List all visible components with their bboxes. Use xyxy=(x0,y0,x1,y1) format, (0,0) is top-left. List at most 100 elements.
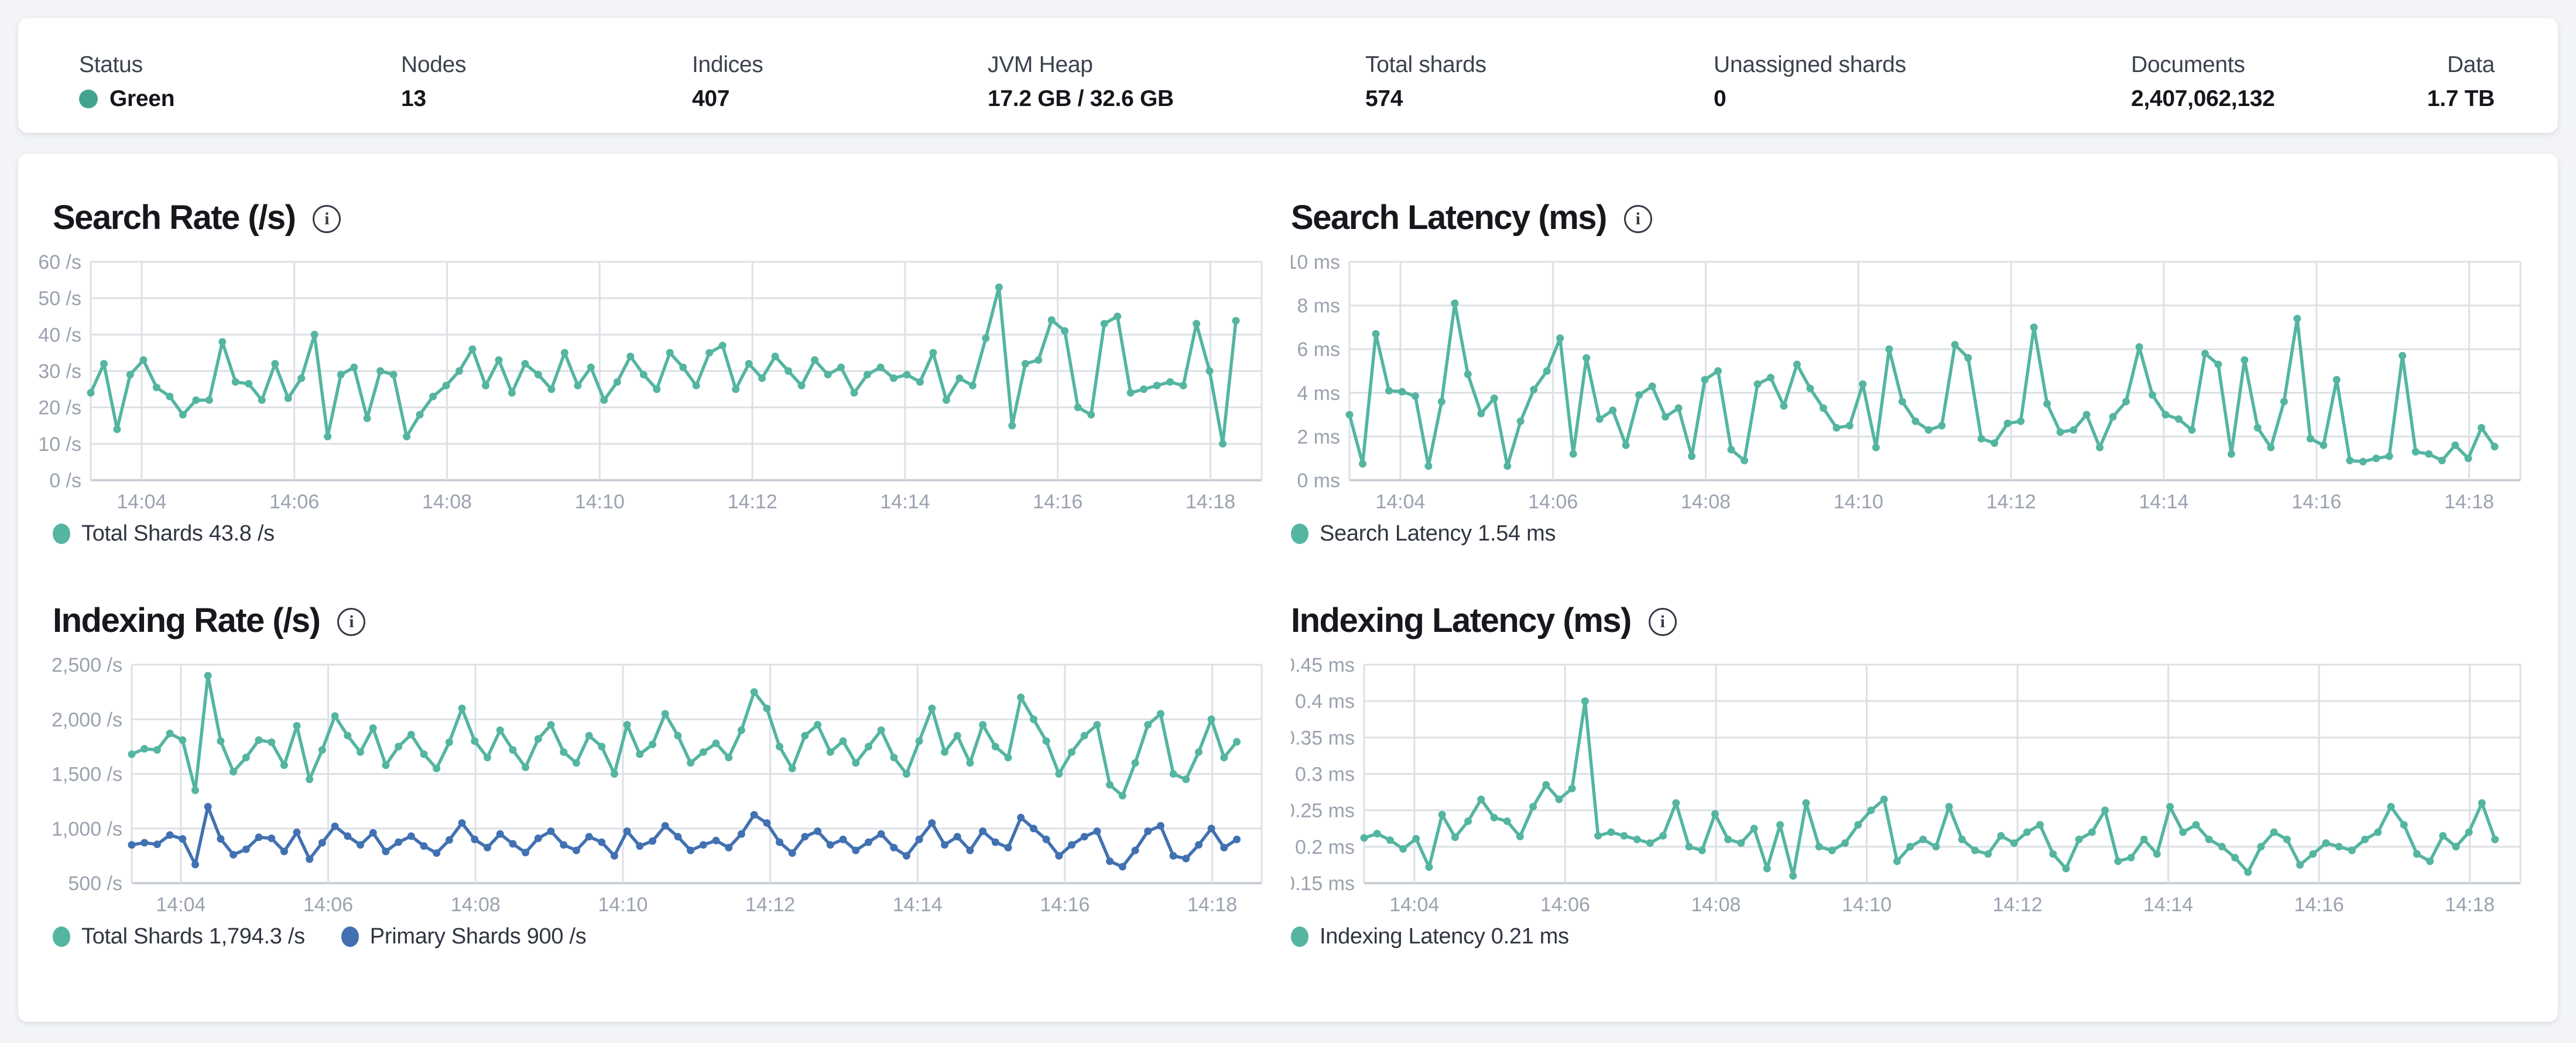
svg-text:14:18: 14:18 xyxy=(2444,491,2494,513)
stat-label: Data xyxy=(2447,52,2495,77)
stat-unassigned-shards: Unassigned shards 0 xyxy=(1714,52,1906,112)
svg-text:14:08: 14:08 xyxy=(1681,491,1731,513)
search-rate-line-chart[interactable]: 0 /s 10 /s 20 /s 30 /s 40 /s 50 /s 60 /s 14:04 1… xyxy=(32,252,1288,521)
svg-text:20 /s: 20 /s xyxy=(38,397,81,419)
svg-text:14:04: 14:04 xyxy=(117,491,166,513)
svg-text:4 ms: 4 ms xyxy=(1297,382,1340,405)
svg-text:14:06: 14:06 xyxy=(1540,894,1590,916)
svg-text:0.4 ms: 0.4 ms xyxy=(1295,690,1355,713)
svg-text:10 /s: 10 /s xyxy=(38,433,81,456)
stat-documents: Documents 2,407,062,132 xyxy=(2131,52,2275,112)
chart-legend: Indexing Latency 0.21 ms xyxy=(1291,924,1569,949)
svg-text:14:08: 14:08 xyxy=(1691,894,1741,916)
info-icon[interactable]: i xyxy=(337,607,366,636)
info-icon[interactable]: i xyxy=(1648,607,1677,636)
svg-text:0.25 ms: 0.25 ms xyxy=(1291,800,1355,822)
chart-search-latency: Search Latency (ms) i 0 ms 2 ms 4 ms 6 ms 8 … xyxy=(1291,199,2547,568)
legend-label: Primary Shards 900 /s xyxy=(369,924,587,949)
legend-label: Indexing Latency 0.21 ms xyxy=(1320,924,1569,949)
stat-label: JVM Heap xyxy=(988,52,1093,77)
svg-text:0.35 ms: 0.35 ms xyxy=(1291,727,1355,749)
info-icon[interactable]: i xyxy=(313,204,341,233)
chart-indexing-rate: Indexing Rate (/s) i 500 /s 1,000 /s 1,500… xyxy=(32,602,1288,971)
svg-text:14:04: 14:04 xyxy=(156,894,205,916)
stat-value: 1.7 TB xyxy=(2427,86,2495,111)
stat-indices: Indices 407 xyxy=(692,52,763,112)
stat-label: Documents xyxy=(2131,52,2245,77)
svg-text:14:16: 14:16 xyxy=(1033,491,1083,513)
svg-text:14:16: 14:16 xyxy=(1040,894,1090,916)
legend-dot-icon xyxy=(341,926,359,947)
stat-value[interactable]: 407 xyxy=(692,86,730,111)
legend-label: Total Shards 43.8 /s xyxy=(81,521,275,546)
svg-text:14:12: 14:12 xyxy=(1992,894,2042,916)
stat-nodes: Nodes 13 xyxy=(401,52,467,112)
svg-text:14:04: 14:04 xyxy=(1375,491,1425,513)
svg-text:0.2 ms: 0.2 ms xyxy=(1295,836,1355,859)
stat-value: 0 xyxy=(1714,86,1727,111)
svg-text:14:06: 14:06 xyxy=(303,894,353,916)
chart-header: Indexing Latency (ms) i xyxy=(1291,602,1677,640)
info-icon[interactable]: i xyxy=(1623,204,1652,233)
stat-value[interactable]: 13 xyxy=(401,86,426,111)
svg-text:14:10: 14:10 xyxy=(575,491,625,513)
svg-text:8 ms: 8 ms xyxy=(1297,295,1340,317)
stat-status: Status Green xyxy=(79,52,175,112)
svg-text:14:08: 14:08 xyxy=(451,894,501,916)
svg-text:14:10: 14:10 xyxy=(1834,491,1883,513)
svg-text:14:14: 14:14 xyxy=(880,491,930,513)
svg-text:14:04: 14:04 xyxy=(1389,894,1439,916)
chart-title: Indexing Rate (/s) xyxy=(53,601,321,640)
indexing-rate-line-chart[interactable]: 500 /s 1,000 /s 1,500 /s 2,000 /s 2,500 /s 14… xyxy=(32,655,1288,924)
svg-text:14:12: 14:12 xyxy=(1986,491,2036,513)
cluster-status-value[interactable]: Green xyxy=(79,86,175,112)
chart-search-rate: Search Rate (/s) i 0 /s 10 /s 20 /s 30 /s 40… xyxy=(32,199,1288,568)
legend-item-primary-shards[interactable]: Primary Shards 900 /s xyxy=(341,924,587,949)
legend-item-total-shards[interactable]: Total Shards 1,794.3 /s xyxy=(53,924,305,949)
chart-legend: Total Shards 1,794.3 /s Primary Shards 9… xyxy=(53,924,587,949)
svg-text:500 /s: 500 /s xyxy=(68,873,122,895)
svg-text:14:06: 14:06 xyxy=(269,491,319,513)
svg-text:0 ms: 0 ms xyxy=(1297,470,1340,492)
svg-text:0.45 ms: 0.45 ms xyxy=(1291,655,1355,676)
stat-label: Total shards xyxy=(1365,52,1486,77)
svg-text:14:14: 14:14 xyxy=(2139,491,2188,513)
svg-text:2 ms: 2 ms xyxy=(1297,426,1340,448)
stat-data: Data 1.7 TB xyxy=(2427,52,2495,112)
svg-text:0.3 ms: 0.3 ms xyxy=(1295,764,1355,786)
chart-legend: Search Latency 1.54 ms xyxy=(1291,521,1556,546)
svg-text:6 ms: 6 ms xyxy=(1297,338,1340,361)
stat-value: 17.2 GB / 32.6 GB xyxy=(988,86,1174,111)
stat-value: 574 xyxy=(1365,86,1403,111)
stat-label: Unassigned shards xyxy=(1714,52,1906,77)
svg-text:14:16: 14:16 xyxy=(2294,894,2344,916)
svg-text:50 /s: 50 /s xyxy=(38,288,81,310)
legend-dot-icon xyxy=(1291,524,1308,544)
svg-text:14:18: 14:18 xyxy=(2445,894,2495,916)
stat-total-shards: Total shards 574 xyxy=(1365,52,1486,112)
svg-text:14:14: 14:14 xyxy=(2143,894,2193,916)
svg-text:40 /s: 40 /s xyxy=(38,324,81,346)
chart-header: Search Latency (ms) i xyxy=(1291,199,1652,237)
stat-label: Status xyxy=(79,52,143,77)
legend-dot-icon xyxy=(1291,926,1308,947)
svg-text:14:18: 14:18 xyxy=(1187,894,1237,916)
svg-text:14:10: 14:10 xyxy=(1842,894,1892,916)
svg-text:1,500 /s: 1,500 /s xyxy=(52,764,122,786)
legend-item-total-shards[interactable]: Total Shards 43.8 /s xyxy=(53,521,275,546)
chart-header: Indexing Rate (/s) i xyxy=(53,601,366,640)
svg-text:14:14: 14:14 xyxy=(893,894,943,916)
chart-indexing-latency: Indexing Latency (ms) i 0.15 ms 0.2 ms 0.2… xyxy=(1291,602,2547,971)
svg-text:60 /s: 60 /s xyxy=(38,252,81,273)
legend-item-indexing-latency[interactable]: Indexing Latency 0.21 ms xyxy=(1291,924,1569,949)
search-latency-line-chart[interactable]: 0 ms 2 ms 4 ms 6 ms 8 ms 10 ms 14:04 14:06 14:08… xyxy=(1291,252,2547,521)
svg-text:0.15 ms: 0.15 ms xyxy=(1291,873,1355,895)
legend-item-search-latency[interactable]: Search Latency 1.54 ms xyxy=(1291,521,1556,546)
stat-value: 2,407,062,132 xyxy=(2131,86,2275,111)
chart-header: Search Rate (/s) i xyxy=(53,199,341,237)
svg-text:14:12: 14:12 xyxy=(728,491,777,513)
svg-text:14:08: 14:08 xyxy=(422,491,472,513)
indexing-latency-line-chart[interactable]: 0.15 ms 0.2 ms 0.25 ms 0.3 ms 0.35 ms 0.4 ms 0… xyxy=(1291,655,2547,924)
svg-text:0 /s: 0 /s xyxy=(49,470,81,492)
svg-text:14:06: 14:06 xyxy=(1528,491,1578,513)
